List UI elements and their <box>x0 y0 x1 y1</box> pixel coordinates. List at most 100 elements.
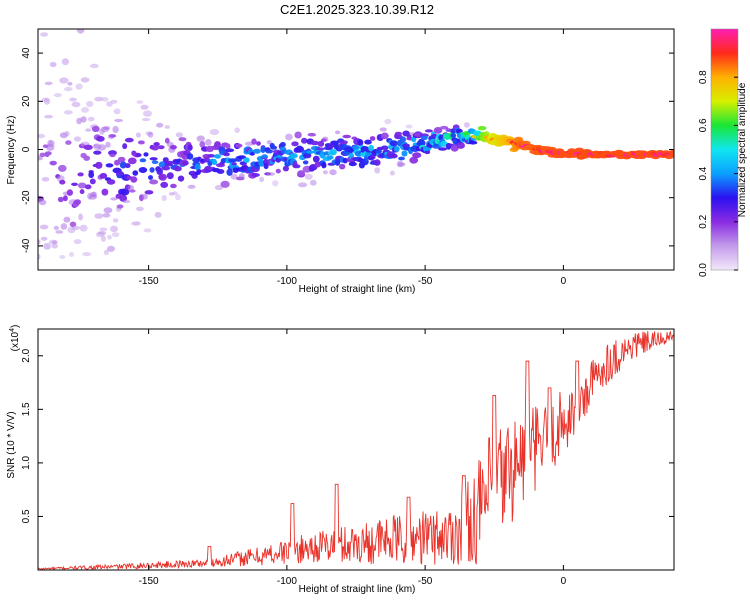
spectrogram-cell-404 <box>317 147 325 151</box>
spectrogram-cell-63 <box>76 117 82 125</box>
spectrogram-cell-72 <box>80 116 87 123</box>
spectrogram-cell-398 <box>312 155 320 163</box>
spectrogram-cell-114 <box>102 126 111 130</box>
spectrogram-cell-4 <box>38 133 46 139</box>
spectrogram-cell-382 <box>301 137 308 144</box>
colorbar-frame <box>710 28 739 271</box>
spectrogram-cell-7 <box>40 32 49 37</box>
spectrogram-cell-544 <box>424 150 431 155</box>
spectrogram-cell-869 <box>669 153 674 158</box>
spectrogram-cell-16 <box>44 114 53 119</box>
spectrogram-cell-85 <box>88 171 95 179</box>
spectrogram-cell-363 <box>285 133 293 141</box>
spectrogram-cell-108 <box>100 235 106 242</box>
spectrogram-cell-197 <box>158 173 167 181</box>
spectrogram-cell-416 <box>326 155 334 160</box>
snr-y-tick-label-1: 1.0 <box>21 456 32 470</box>
spectrogram-y-tick-label-1: -20 <box>21 190 32 205</box>
spectrogram-cell-194 <box>157 145 165 150</box>
spectrogram-cell-173 <box>141 193 148 200</box>
colorbar: 0.0 0.2 0.4 0.6 0.8 Normalized spectral ampl… <box>698 28 748 277</box>
spectrogram-cell-421 <box>329 169 337 176</box>
colorbar-tick-label-3: 0.6 <box>698 118 709 132</box>
spectrogram-cell-295 <box>234 127 240 133</box>
spectrogram-cell-479 <box>374 167 381 174</box>
snr-series-line <box>38 330 674 570</box>
spectrogram-cell-329 <box>260 146 266 153</box>
spectrogram-cell-75 <box>80 77 90 83</box>
snr-x-tick-label-0: -150 <box>139 576 159 587</box>
spectrogram-cell-122 <box>106 179 116 185</box>
spectrogram-cell-90 <box>89 63 99 69</box>
spectrogram-cell-156 <box>127 157 137 165</box>
spectrogram-cell-216 <box>174 166 182 172</box>
spectrogram-cell-45 <box>63 110 73 115</box>
spectrogram-cell-372 <box>292 164 301 169</box>
spectrogram-cell-132 <box>111 232 120 238</box>
spectrogram-y-tick-label-3: 20 <box>21 95 32 107</box>
spectrogram-cell-30 <box>55 230 64 234</box>
spectrogram-cell-580 <box>450 144 459 152</box>
spectrogram-cell-623 <box>483 131 490 137</box>
spectrogram-cell-181 <box>148 175 153 180</box>
spectrogram-cell-380 <box>298 182 308 188</box>
spectrogram-cell-107 <box>99 227 108 232</box>
colorbar-ticks: 0.0 0.2 0.4 0.6 0.8 <box>698 70 738 277</box>
spectrogram-cell-409 <box>321 162 327 169</box>
spectrogram-cell-27 <box>53 225 59 231</box>
spectrogram-cell-203 <box>164 125 170 129</box>
spectrogram-cell-111 <box>101 96 109 102</box>
snr-x-ticks: -150 -100 -50 0 <box>139 329 567 587</box>
spectrogram-cell-39 <box>63 195 68 202</box>
spectrogram-cell-285 <box>225 148 235 153</box>
spectrogram-cell-507 <box>394 131 402 136</box>
spectrogram-cell-213 <box>172 191 178 196</box>
spectrogram-cell-389 <box>304 173 313 180</box>
spectrogram-cell-120 <box>107 234 112 240</box>
spectrogram-cell-268 <box>214 154 221 159</box>
spectrogram-cell-233 <box>187 144 193 151</box>
snr-y-axis-title: SNR (10 * V/V) <box>6 411 17 478</box>
spectrogram-cell-166 <box>136 100 144 104</box>
spectrogram-cell-489 <box>380 132 389 140</box>
spectrogram-cell-605 <box>468 140 478 145</box>
spectrogram-cell-150 <box>122 199 131 204</box>
spectrogram-cell-189 <box>154 142 160 146</box>
spectrogram-y-tick-label-4: 40 <box>21 47 32 59</box>
spectrogram-cell-18 <box>44 81 53 86</box>
spectrogram-cell-176 <box>143 228 152 233</box>
spectrogram-cell-597 <box>463 122 470 128</box>
spectrogram-cell-34 <box>59 255 66 259</box>
spectrogram-cell-64 <box>77 172 84 177</box>
spectrogram-cell-44 <box>65 140 72 145</box>
spectrogram-cell-135 <box>113 108 121 115</box>
snr-scale-factor: (x104) <box>9 325 21 352</box>
spectrogram-cell-586 <box>455 128 463 134</box>
spectrogram-cell-80 <box>84 184 92 190</box>
spectrogram-cell-59 <box>74 199 81 205</box>
spectrogram-cell-62 <box>75 83 83 90</box>
spectrogram-cell-265 <box>209 129 219 136</box>
spectrogram-cell-98 <box>95 161 103 169</box>
spectrogram-cell-478 <box>373 159 381 166</box>
spectrogram-cell-450 <box>352 144 360 151</box>
spectrogram-cell-499 <box>389 170 395 176</box>
spectrogram-cell-217 <box>175 193 181 201</box>
spectrogram-cell-199 <box>161 194 167 202</box>
spectrogram-cell-186 <box>151 145 159 151</box>
spectrogram-cell-187 <box>151 160 159 164</box>
spectrogram-cell-257 <box>205 139 212 146</box>
colorbar-label: Normalized spectral amplitude <box>737 82 748 217</box>
spectrogram-cell-521 <box>405 124 413 129</box>
spectrogram-cell-337 <box>266 140 272 145</box>
spectrogram-cell-55 <box>71 182 78 186</box>
spectrogram-cell-359 <box>282 165 289 172</box>
spectrogram-cell-315 <box>249 152 255 156</box>
spectrogram-cell-177 <box>143 110 152 117</box>
spectrogram-cell-377 <box>295 146 305 153</box>
spectrogram-cell-572 <box>445 128 452 133</box>
spectrogram-cell-6 <box>38 199 47 206</box>
spectrogram-x-ticks: -150 -100 -50 0 <box>139 29 567 287</box>
spectrogram-cell-210 <box>169 145 177 150</box>
spectrogram-cell-433 <box>339 163 346 170</box>
